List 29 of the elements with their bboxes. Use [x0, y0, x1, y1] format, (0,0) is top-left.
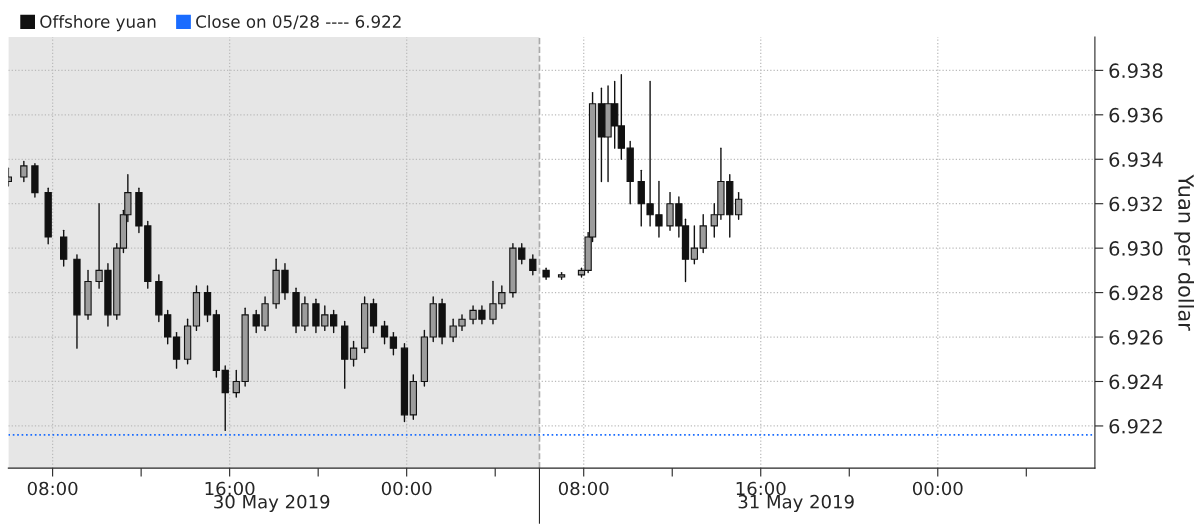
- x-tick-label: 00:00: [912, 481, 963, 496]
- candlestick: [529, 254, 537, 276]
- x2-tick-label: 30 May 2019: [214, 494, 330, 513]
- y-tick-label: 6.934: [1109, 152, 1163, 167]
- x-tick-label: 08:00: [27, 481, 78, 496]
- x-tick-label: 16:00: [736, 481, 786, 496]
- x-tick-label: 16:00: [205, 481, 255, 496]
- y-tick-label: 6.930: [1109, 241, 1163, 256]
- candlestick: [172, 331, 181, 369]
- candlestick: [203, 285, 212, 323]
- y-tick-label: 6.928: [1109, 285, 1163, 301]
- y-tick-label: 6.932: [1109, 196, 1162, 212]
- y-tick-label: 6.926: [1109, 330, 1163, 345]
- candlestick: [60, 229, 68, 267]
- candlestick: [380, 320, 389, 345]
- x-tick-label: 00:00: [381, 481, 432, 496]
- candlestick: [369, 298, 378, 334]
- legend-label: Close on 05/28 ---- 6.922: [196, 15, 401, 30]
- y-axis-title: Yuan per dollar: [1174, 174, 1194, 331]
- x2-tick-label: 31 May 2019: [738, 494, 854, 513]
- candlestick: [349, 340, 358, 367]
- candlestick: [389, 331, 398, 356]
- x-tick-label: 08:00: [558, 481, 609, 496]
- candlestick: [20, 160, 28, 183]
- legend-label: Offshore yuan: [40, 15, 156, 32]
- y-tick-label: 6.936: [1109, 107, 1163, 123]
- y-tick-label: 6.938: [1109, 63, 1163, 79]
- y-tick-label: 6.924: [1109, 374, 1163, 390]
- y-tick-label: 6.922: [1109, 418, 1162, 434]
